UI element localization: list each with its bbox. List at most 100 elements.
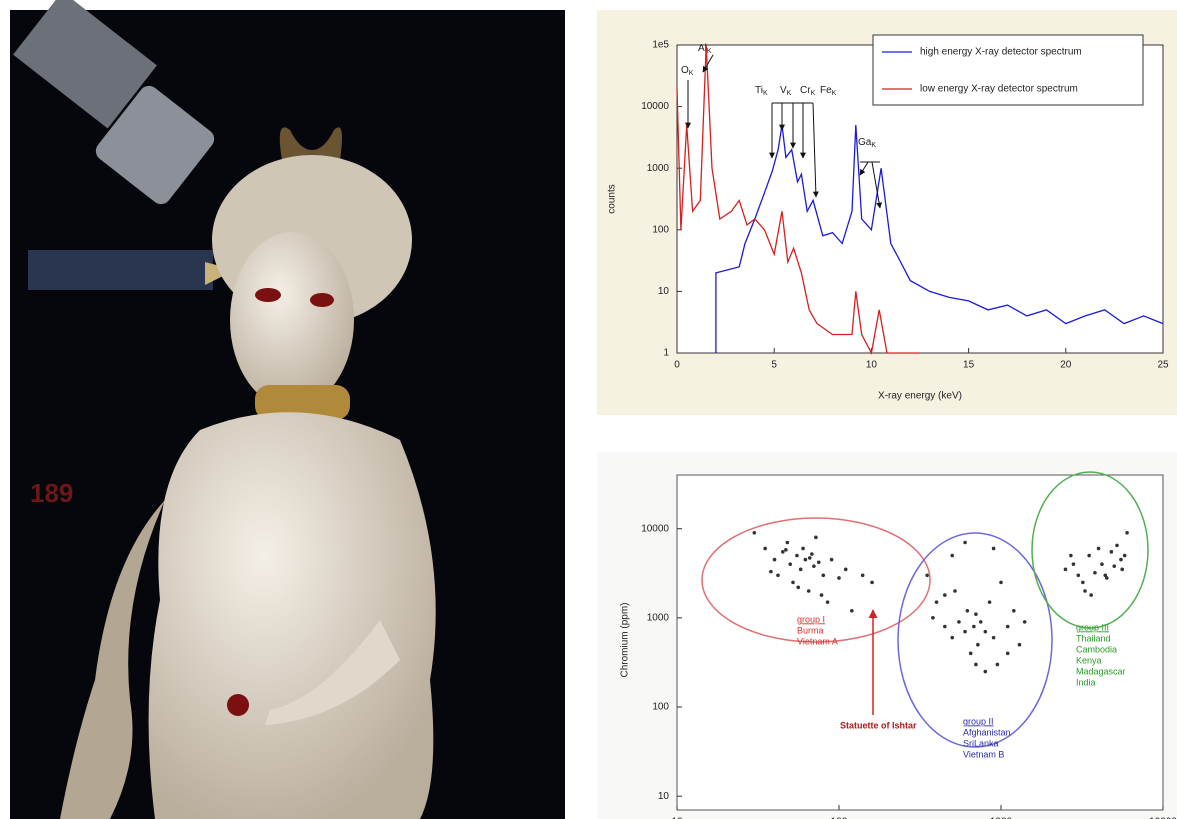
scatter-point [1103, 574, 1107, 578]
scatter-point [844, 568, 848, 572]
scatter-point [1023, 620, 1027, 624]
scatter-point [1081, 581, 1085, 585]
scatter-point [781, 550, 785, 554]
group-label: group III [1076, 622, 1109, 632]
scatter-point [784, 548, 788, 552]
y-tick-label: 100 [652, 702, 669, 713]
scatter-point [822, 574, 826, 578]
page: {"chart_data": [ {"type": "line", "x_lab… [0, 0, 1177, 819]
scatter-point [1123, 554, 1127, 558]
svg-text:189: 189 [30, 478, 73, 508]
scatter-point [1006, 652, 1010, 656]
scatter-point [814, 536, 818, 540]
x-tick-label: 20 [1060, 360, 1072, 371]
peak-subscript: K [811, 90, 816, 97]
scatter-point [826, 600, 830, 604]
scatter-point [837, 576, 841, 580]
scatter-point [788, 562, 792, 566]
scatter-point [1087, 554, 1091, 558]
x-tick-label: 5 [771, 360, 777, 371]
scatter-point [979, 620, 983, 624]
scatter-point [1125, 531, 1129, 535]
scatter-point [870, 581, 874, 585]
scatter-point [752, 531, 756, 535]
scatter-point [1006, 625, 1010, 629]
scatter-point [963, 630, 967, 634]
scatter-point [776, 574, 780, 578]
group-member: Kenya [1076, 655, 1102, 665]
y-tick-label: 1000 [647, 163, 670, 174]
group-member: Cambodia [1076, 644, 1117, 654]
scatter-point [984, 670, 988, 674]
legend-label: low energy X-ray detector spectrum [920, 84, 1078, 95]
scatter-point [1089, 593, 1093, 597]
group-label: group I [797, 614, 825, 624]
scatter-point [786, 541, 790, 545]
x-axis-label: X-ray energy (keV) [878, 391, 962, 402]
scatter-point [817, 560, 821, 564]
scatter-point [795, 554, 799, 558]
group-label: group II [963, 716, 994, 726]
scatter-point [1083, 589, 1087, 593]
y-tick-label: 1e5 [652, 40, 669, 51]
group-member: Vietnam A [797, 636, 838, 646]
scatter-point [931, 616, 935, 620]
scatter-point [1093, 571, 1097, 575]
scatter-point [850, 609, 854, 613]
x-tick-label: 10 [866, 360, 878, 371]
group-member: SriLanka [963, 738, 999, 748]
scatter-point [799, 568, 803, 572]
scatter-point [1100, 562, 1104, 566]
scatter-point [808, 556, 812, 560]
scatter-point [1018, 643, 1022, 647]
scatter-point [830, 558, 834, 562]
scatter-point [804, 558, 808, 562]
scatter-point [773, 558, 777, 562]
scatter-point [791, 581, 795, 585]
scatter-point [996, 663, 1000, 667]
peak-subscript: K [763, 90, 768, 97]
annotation: Statuette of Ishtar [840, 720, 917, 730]
scatter-point [1072, 562, 1076, 566]
y-tick-label: 1000 [647, 612, 670, 623]
scatter-point [801, 547, 805, 551]
peak-element: Ga [858, 137, 872, 148]
scatter-point [1119, 558, 1123, 562]
scatter-point [974, 663, 978, 667]
peak-subscript: K [871, 142, 876, 149]
scatter-point [925, 574, 929, 578]
scatter-point [763, 547, 767, 551]
y-axis-label: counts [607, 184, 618, 213]
scatter-point [935, 600, 939, 604]
scatter-point [769, 570, 773, 574]
scatter-point [943, 625, 947, 629]
group-member: Burma [797, 625, 824, 635]
group-member: Madagascar [1076, 666, 1126, 676]
y-tick-label: 10 [658, 791, 670, 802]
scatter-point [988, 600, 992, 604]
scatter-point [1012, 609, 1016, 613]
scatter-point [999, 581, 1003, 585]
scatter-point [1064, 568, 1068, 572]
scatter-point [1120, 568, 1124, 572]
scatter-point [969, 652, 973, 656]
scatter-point [812, 564, 816, 568]
group-member: Vietnam B [963, 749, 1004, 759]
group-member: Thailand [1076, 633, 1111, 643]
peak-subscript: K [832, 90, 837, 97]
y-tick-label: 10000 [641, 523, 669, 534]
scatter-point [953, 589, 957, 593]
y-axis-label: Chromium (ppm) [620, 602, 631, 677]
scatter-point [972, 625, 976, 629]
scatter-point [966, 609, 970, 613]
legend-label: high energy X-ray detector spectrum [920, 47, 1082, 58]
scatter-point [796, 586, 800, 590]
peak-element: Ti [755, 85, 763, 96]
group-member: Afghanistan [963, 727, 1011, 737]
y-tick-label: 10 [658, 286, 670, 297]
scatter-point [992, 547, 996, 551]
scatter-point [1076, 574, 1080, 578]
y-tick-label: 1 [663, 348, 669, 359]
peak-element: Fe [820, 85, 832, 96]
scatter-point [974, 612, 978, 616]
